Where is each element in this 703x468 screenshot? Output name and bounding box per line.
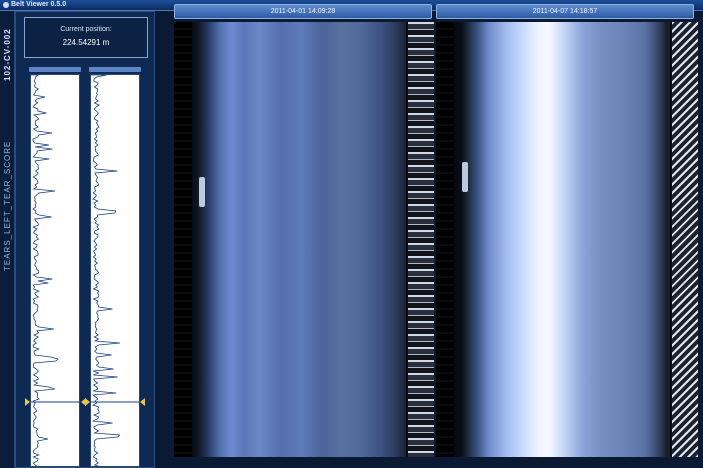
score-panel: Current position: 224.54291 m [15, 11, 155, 468]
current-position-value: 224.54291 m [62, 38, 110, 47]
belt-chain-strip [406, 22, 434, 457]
damage-spot [199, 177, 205, 207]
track-header-left[interactable] [29, 67, 81, 72]
app-icon [3, 2, 9, 8]
position-marker-icon[interactable] [85, 398, 90, 406]
side-rail: 102-CV-002 TEARS_LEFT_TEAR_SCORE [0, 11, 15, 468]
position-marker-icon[interactable] [140, 398, 145, 406]
belt-chain-strip [669, 22, 698, 457]
score-trace-line [31, 75, 59, 466]
scan-header-right: 2011-04-07 14:18:57 [436, 4, 694, 19]
damage-spot [462, 162, 468, 192]
score-trace-line [91, 75, 121, 466]
score-track-left[interactable] [30, 74, 80, 467]
score-trace-right [91, 75, 139, 466]
tear-score-label: TEARS_LEFT_TEAR_SCORE [3, 140, 12, 271]
current-position-box: Current position: 224.54291 m [24, 17, 148, 58]
belt-scan-image-left[interactable] [174, 22, 434, 457]
scan-header-left: 2011-04-01 14:09:28 [174, 4, 432, 19]
belt-id-label: 102-CV-002 [3, 28, 12, 81]
belt-scan-image-right[interactable] [436, 22, 698, 457]
belt-edge-left [436, 22, 455, 457]
score-track-right[interactable] [90, 74, 140, 467]
window-title: Belt Viewer 0.5.0 [11, 1, 67, 8]
score-trace-left [31, 75, 79, 466]
position-marker-icon[interactable] [25, 398, 30, 406]
position-marker-icon[interactable] [81, 398, 86, 406]
track-header-right[interactable] [89, 67, 141, 72]
belt-edge-left [174, 22, 193, 457]
current-position-label: Current position: [60, 26, 112, 33]
